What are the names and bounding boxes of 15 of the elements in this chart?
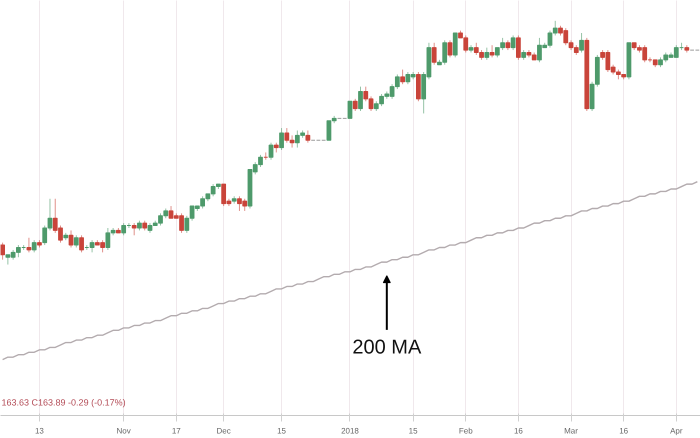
x-tick-label: Feb xyxy=(458,426,474,436)
candlestick xyxy=(348,100,352,119)
x-tick-label: 16 xyxy=(619,426,629,436)
x-tick-label: Dec xyxy=(216,426,231,436)
x-tick-label: 15 xyxy=(277,426,287,436)
x-tick-label: 15 xyxy=(408,426,418,436)
x-tick-label: Mar xyxy=(564,426,578,436)
text: 200 MA xyxy=(352,336,422,359)
x-tick-label: 16 xyxy=(514,426,524,436)
x-tick-label: 17 xyxy=(172,426,182,436)
x-tick-label: Apr xyxy=(670,426,683,436)
x-tick-label: 13 xyxy=(35,426,44,436)
text: 163.63 C163.89 -0.29 (-0.17%) xyxy=(2,398,126,408)
x-tick-label: Nov xyxy=(116,426,131,436)
x-tick-label: 2018 xyxy=(341,426,360,436)
